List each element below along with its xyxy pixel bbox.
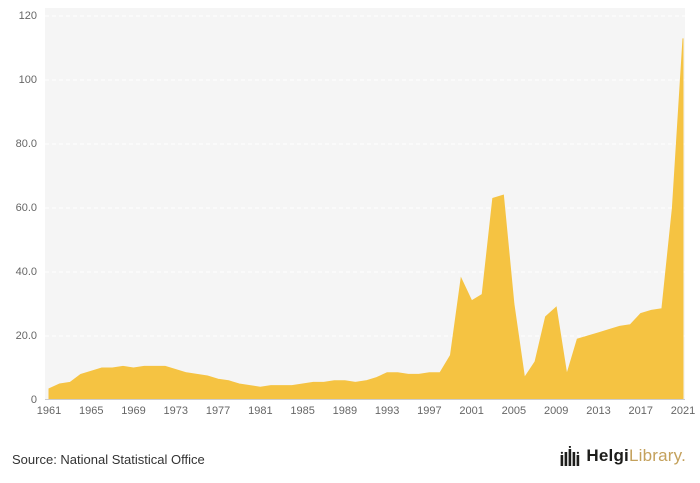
y-tick-label: 0 [30, 393, 37, 406]
x-tick-label: 2013 [586, 405, 611, 417]
y-tick-label: 40.0 [15, 265, 37, 278]
logo-helgi: Helgi [586, 446, 629, 465]
x-tick-label: 1973 [163, 405, 189, 417]
x-tick-label: 2005 [501, 405, 527, 417]
logo-text: HelgiLibrary. [586, 446, 686, 466]
y-tick-label: 100 [18, 73, 37, 86]
logo-suffix: . [681, 446, 686, 465]
source-note: Source: National Statistical Office [12, 452, 205, 467]
helgi-library-logo[interactable]: HelgiLibrary. [560, 446, 686, 466]
helgi-logo-icon [560, 446, 580, 466]
x-tick-label: 1993 [374, 405, 400, 417]
y-axis-labels: 0 20.0 40.0 60.0 80.0 100 120 [0, 0, 37, 420]
y-tick-label: 120 [18, 9, 37, 22]
x-axis-labels: 1961 1965 1969 1973 1977 1981 1985 1989 1993 1997… [0, 405, 700, 421]
x-tick-label: 2009 [543, 405, 569, 417]
x-tick-label: 1981 [248, 405, 273, 417]
plot-area [45, 8, 685, 400]
logo-library: Library [628, 446, 682, 465]
x-tick-label: 1969 [121, 405, 146, 417]
x-tick-label: 1965 [79, 405, 104, 417]
x-tick-label: 2017 [628, 405, 653, 417]
area-series [48, 38, 684, 400]
y-tick-label: 20.0 [15, 329, 37, 342]
y-tick-label: 60.0 [15, 201, 37, 214]
x-tick-label: 1961 [36, 405, 62, 417]
x-tick-label: 1985 [290, 405, 315, 417]
x-tick-label: 2001 [459, 405, 484, 417]
area-chart-svg [45, 15, 685, 400]
y-tick-label: 80.0 [15, 137, 37, 150]
x-tick-label: 1997 [417, 405, 442, 417]
x-tick-label: 1989 [332, 405, 358, 417]
x-tick-label: 2021 [670, 405, 696, 417]
x-tick-label: 1977 [205, 405, 231, 417]
